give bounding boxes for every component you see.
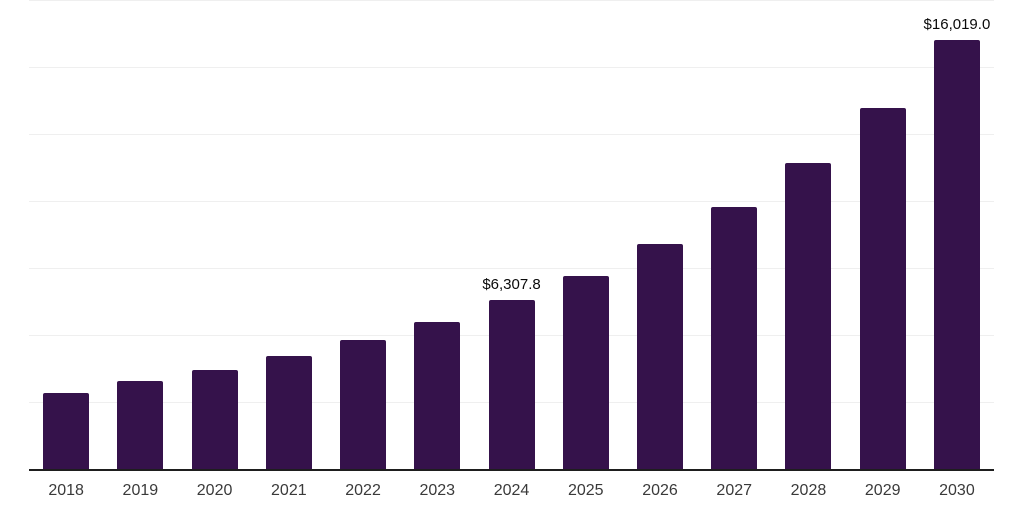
bar-2021[interactable] bbox=[265, 356, 312, 469]
bar-group-2024: $6,307.8 bbox=[474, 0, 548, 469]
bar-group-2021 bbox=[252, 0, 326, 469]
x-tick-2022: 2022 bbox=[345, 482, 381, 499]
bar-group-2018 bbox=[29, 0, 103, 469]
value-label-2030: $16,019.0 bbox=[923, 16, 991, 33]
bar-2028[interactable] bbox=[785, 163, 832, 469]
bar-2030[interactable] bbox=[933, 40, 980, 469]
bar-group-2020 bbox=[177, 0, 251, 469]
x-tick-2026: 2026 bbox=[642, 482, 678, 499]
bar-2024[interactable] bbox=[488, 300, 535, 469]
x-tick-2018: 2018 bbox=[48, 482, 84, 499]
x-tick-2025: 2025 bbox=[567, 482, 604, 499]
gridline-17500 bbox=[29, 0, 994, 1]
bar-2025[interactable] bbox=[562, 276, 609, 469]
x-tick-2024: 2024 bbox=[493, 482, 530, 499]
bar-2018[interactable] bbox=[43, 393, 90, 469]
bar-group-2030: $16,019.0 bbox=[920, 0, 994, 469]
gridline-10000 bbox=[29, 201, 994, 202]
bar-2026[interactable] bbox=[636, 244, 683, 469]
bar-group-2029 bbox=[846, 0, 920, 469]
x-tick-2029: 2029 bbox=[864, 482, 901, 499]
bar-2027[interactable] bbox=[711, 207, 758, 469]
gridline-12500 bbox=[29, 134, 994, 135]
bar-group-2026 bbox=[623, 0, 697, 469]
gridline-7500 bbox=[29, 268, 994, 269]
gridline-15000 bbox=[29, 67, 994, 68]
bar-group-2019 bbox=[103, 0, 177, 469]
bar-2019[interactable] bbox=[117, 381, 164, 469]
bar-group-2023 bbox=[400, 0, 474, 469]
bar-2022[interactable] bbox=[340, 340, 387, 469]
x-tick-2020: 2020 bbox=[196, 482, 233, 499]
x-axis-labels: 2018 2019 2020 2021 2022 2023 2024 2025 2026 2027… bbox=[29, 482, 994, 500]
x-tick-2021: 2021 bbox=[271, 482, 307, 499]
bar-2020[interactable] bbox=[191, 370, 238, 469]
bar-2029[interactable] bbox=[859, 108, 906, 469]
x-tick-2019: 2019 bbox=[122, 482, 159, 499]
bar-2023[interactable] bbox=[414, 322, 461, 469]
bar-group-2028 bbox=[771, 0, 845, 469]
value-label-2024: $6,307.8 bbox=[482, 276, 541, 293]
bar-group-2025 bbox=[549, 0, 623, 469]
x-tick-2030: 2030 bbox=[939, 482, 975, 499]
x-tick-2023: 2023 bbox=[419, 482, 456, 499]
x-tick-2027: 2027 bbox=[716, 482, 753, 499]
bars-layer: $6,307.8 $16,019.0 bbox=[29, 0, 994, 469]
plot-area: $6,307.8 $16,019.0 bbox=[29, 0, 994, 469]
bar-group-2022 bbox=[326, 0, 400, 469]
x-axis-line bbox=[29, 469, 994, 471]
x-tick-2028: 2028 bbox=[790, 482, 827, 499]
bar-group-2027 bbox=[697, 0, 771, 469]
